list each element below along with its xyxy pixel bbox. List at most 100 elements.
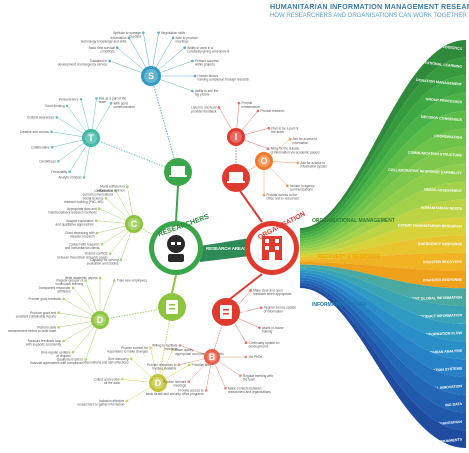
node-item-text: Aim for access to information system [300, 161, 327, 169]
letter-node-c: C [125, 215, 143, 233]
node-item-text: Moral sufficient in information science [97, 185, 125, 193]
node-item-text: Continually update on developments [249, 341, 280, 349]
research-area-ribbon [300, 181, 466, 252]
node-item-text: Collaborative [31, 145, 50, 149]
research-area-label: NEEDS ASSESSMENT [424, 188, 463, 193]
research-area-ribbon [300, 57, 466, 234]
node-dot [204, 389, 208, 392]
node-item-text: Provide access to the office and to resou… [267, 193, 300, 201]
node-item-text: Aim for access to information [293, 137, 318, 145]
node-item-text: Creative and curious [20, 130, 50, 134]
page-title: HUMANITARIAN INFORMATION MANAGEMENT RESE… [270, 2, 469, 11]
research-area-label: HUMANITARIAN NEEDS [421, 206, 463, 211]
node-connector [99, 306, 173, 321]
research-area-ribbon [300, 164, 466, 249]
organisation-environment-hub: ENVIRONMENT [222, 164, 259, 200]
node-item-text: Contact with research and humanitarian cl… [65, 243, 100, 251]
node-item-text: Provide infrastructure [241, 101, 260, 109]
node-dot [104, 197, 108, 200]
node-dot [120, 377, 124, 381]
node-item-text: Willing to facilitate meetings [152, 343, 178, 351]
node-item-text: Provide relevant meetings [163, 380, 186, 388]
letter-node-t: T [82, 129, 100, 147]
category-recovery: RECOVERY & RESPONSE [318, 254, 381, 260]
node-dot [98, 276, 102, 280]
research-area-label: COLLABORATIVE RESPONSE CAPABILITY [388, 168, 463, 176]
node-dot [68, 170, 71, 174]
node-item-text: Sustained in development of emergency ser… [58, 59, 108, 67]
node-item-text: Able to produce meetings [176, 36, 199, 44]
nodes-layer: Sustained in development of emergency ser… [8, 31, 328, 407]
node-item-text: Analytic exploration and qualitative appr… [56, 219, 95, 227]
node-dot [157, 31, 160, 34]
research-area-label: DISASTER RESPONSE [423, 278, 463, 283]
node-letter-icon: D [155, 378, 162, 388]
node-letter-icon: O [260, 156, 267, 166]
node-item-text: Collect and review all the data [94, 377, 121, 385]
node-dot [217, 106, 221, 109]
node-letter-icon: B [209, 352, 216, 362]
node-dot [84, 279, 87, 282]
research-area-ribbon [300, 217, 466, 257]
node-item-text: Cultural awareness [27, 115, 55, 119]
node-dot [97, 207, 101, 210]
node-item-text: Analytic mindset [58, 175, 81, 179]
node-item-text: Candidness [39, 159, 56, 163]
research-area-ribbon [300, 269, 466, 342]
node-item-text: Set PhDs [249, 355, 263, 359]
letter-node-s: S [141, 66, 161, 86]
node-dot [193, 74, 197, 78]
research-area-label: COMMUNICATION STRUCTURE [408, 150, 463, 157]
research-area-ribbon [300, 264, 466, 307]
node-item-text: Provide research [260, 109, 284, 113]
node-item-text: Provide resources to training available [147, 363, 176, 371]
node-dot [171, 348, 174, 352]
research-area-ribbon [300, 235, 466, 260]
node-item-text: Appropriate data and interdisciplinary re… [48, 207, 97, 215]
research-area-ribbon [300, 146, 466, 247]
node-item-text: Perseverance [59, 97, 79, 101]
node-item-text: Make clear and open feedback when appropr… [253, 289, 292, 297]
node-dot [259, 306, 263, 309]
research-area-label: INFORMATION FLOW [425, 331, 462, 337]
node-item-text: Perform daily measurement before to build… [8, 325, 57, 333]
research-area-ribbon [300, 282, 466, 431]
researcher-body-icon [168, 254, 184, 262]
node-item-text: Quality item diet to financial approaches… [30, 358, 83, 366]
laptop-icon [171, 166, 185, 175]
node-item-text: Write academic papers [65, 276, 98, 280]
research-area-label: COORDINATION [434, 134, 462, 140]
node-item-text: Negotiation skills [161, 31, 185, 35]
node-dot [129, 357, 133, 361]
node-dot [57, 159, 60, 163]
node-item-text: Good thinking [45, 104, 65, 108]
research-area-ribbon [300, 285, 466, 448]
letter-node-b: B [204, 349, 220, 365]
node-item-text: Allow for the release of information via … [270, 147, 320, 155]
node-item-text: Inclusion effective researchers to gather… [77, 399, 124, 407]
node-letter-icon: I [235, 132, 238, 142]
node-item-text: Good assessing with disaster research [65, 231, 95, 239]
research-area-ribbon [300, 261, 466, 289]
node-dot [114, 189, 118, 192]
category-organisational: ORGANISATIONAL MANAGEMENT [312, 218, 395, 224]
node-item-text: Ability to work in a constantly-giving en… [187, 46, 229, 54]
node-dot [286, 184, 289, 188]
category-information: INFORMATION & DATA [312, 302, 367, 308]
node-item-text: Social Science research training (PhD, MS… [64, 196, 104, 204]
research-area-ribbon [300, 280, 466, 413]
research-area-ribbon [300, 40, 466, 231]
research-area-label: LOGISTICS [442, 45, 462, 51]
research-area-ribbon [300, 267, 466, 324]
node-item-text: Regular source update of information [264, 306, 296, 314]
node-letter-icon: D [97, 315, 104, 325]
research-areas-ribbons: LOGISTICS INSTITUTIONAL LEARNING DONATION … [300, 40, 466, 452]
research-area-label: INSTITUTIONAL LEARNING [415, 60, 462, 69]
research-area-ribbon [300, 128, 466, 244]
node-dot [113, 279, 116, 282]
node-item-text: Regular grouper of continuous learning [55, 279, 83, 287]
node-dot [191, 59, 194, 63]
organisation-hub: ORGANISATION [245, 211, 307, 275]
research-area-ribbon [300, 252, 466, 271]
